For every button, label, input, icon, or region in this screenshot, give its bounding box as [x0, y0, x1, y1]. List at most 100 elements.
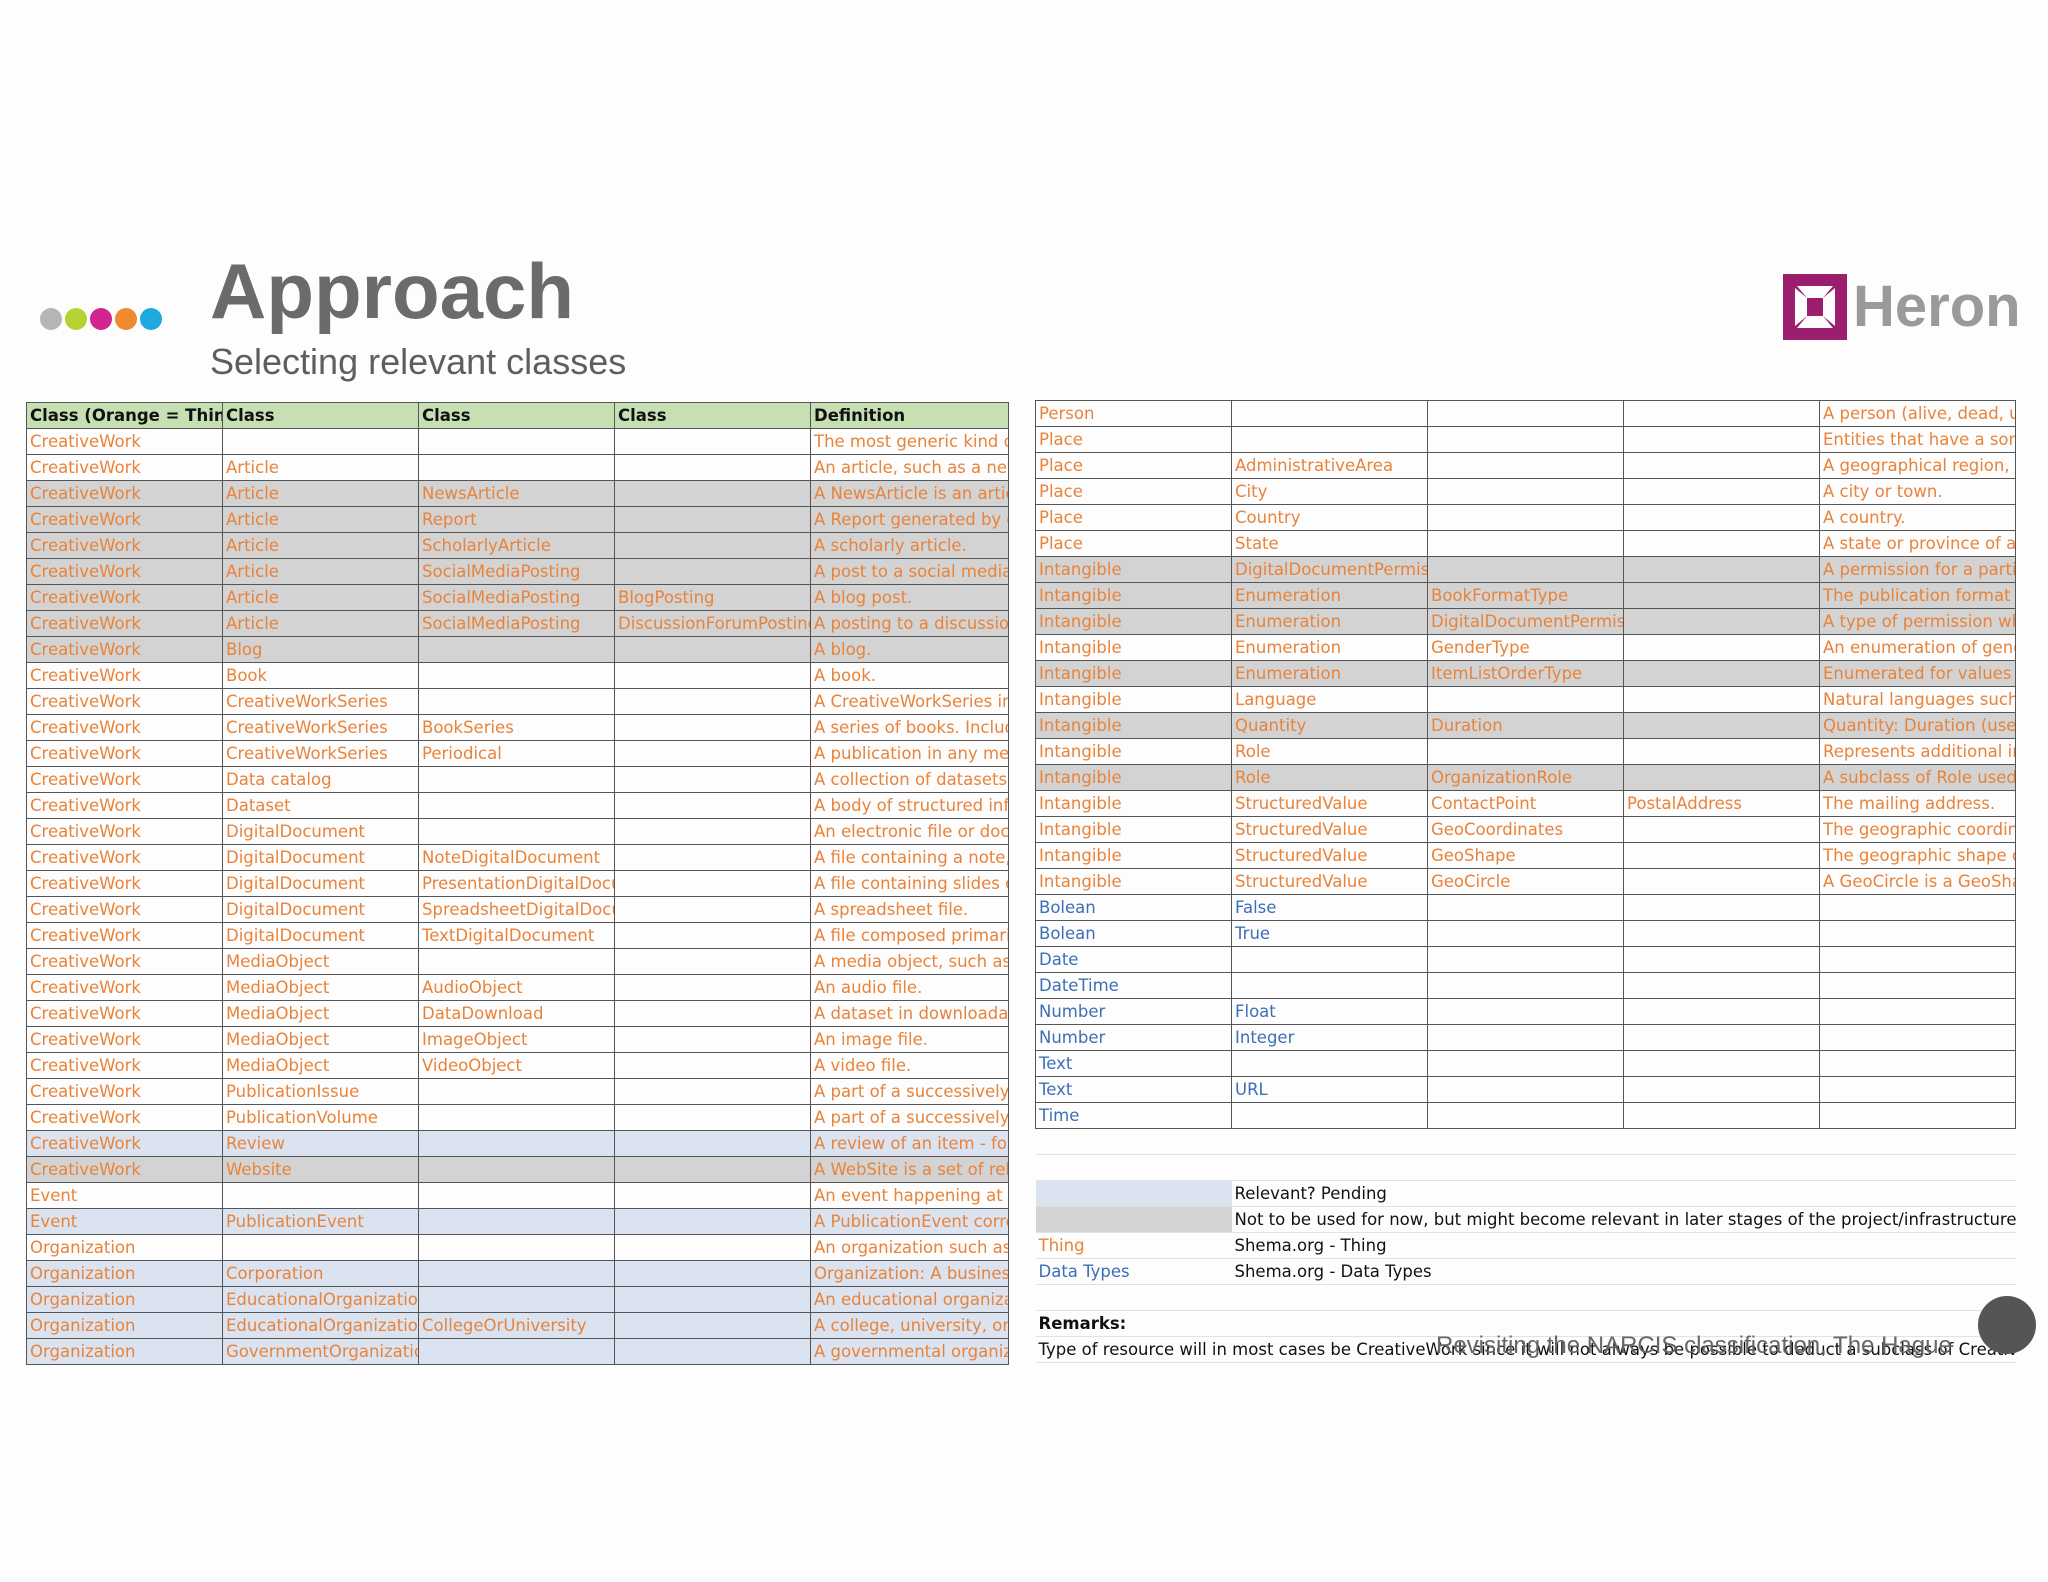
class-cell: Country [1231, 504, 1428, 531]
class-cell [614, 870, 811, 897]
legend-row: Relevant? Pending [1035, 1180, 2016, 1207]
definition-cell: A type of permission wh [1819, 608, 2016, 635]
definition-cell: A spreadsheet file. [810, 896, 1009, 923]
table-row: Bolean False [1035, 894, 2016, 921]
slide-nav-button[interactable] [1978, 1296, 2036, 1354]
class-cell: CreativeWork [26, 740, 223, 767]
definition-cell: An enumeration of gend [1819, 634, 2016, 661]
definition-cell: A blog post. [810, 584, 1009, 611]
class-cell [1427, 920, 1624, 947]
class-cell: SpreadsheetDigitalDocument [418, 896, 615, 923]
class-cell [614, 922, 811, 949]
class-cell: Event [26, 1208, 223, 1235]
class-cell [418, 1260, 615, 1287]
class-cell [1427, 504, 1624, 531]
definition-cell: A review of an item - for [810, 1130, 1009, 1157]
class-cell: Article [222, 454, 419, 481]
class-cell [614, 896, 811, 923]
class-cell [418, 1130, 615, 1157]
class-cell: Intangible [1035, 608, 1232, 635]
class-cell: Duration [1427, 712, 1624, 739]
class-cell [418, 1182, 615, 1209]
class-cell: ContactPoint [1427, 790, 1624, 817]
table-row: CreativeWork MediaObject A media object, s… [26, 948, 1009, 975]
remarks-text-row: Type of resource will in most cases be C… [1035, 1336, 2016, 1363]
class-cell: Corporation [222, 1260, 419, 1287]
definition-cell: An article, such as a news article [810, 454, 1009, 481]
class-cell: Website [222, 1156, 419, 1183]
class-cell [614, 792, 811, 819]
class-cell: Place [1035, 530, 1232, 557]
table-row: DateTime [1035, 972, 2016, 999]
class-cell [1623, 972, 1820, 999]
class-cell [1427, 530, 1624, 557]
legend-row: Not to be used for now, but might become… [1035, 1206, 2016, 1233]
class-cell [418, 1234, 615, 1261]
class-cell: Intangible [1035, 582, 1232, 609]
brand-dot [65, 308, 87, 330]
definition-cell: A series of books. Includ [810, 714, 1009, 741]
class-cell [614, 1000, 811, 1027]
class-cell: ItemListOrderType [1427, 660, 1624, 687]
class-cell [1623, 582, 1820, 609]
class-cell: Article [222, 584, 419, 611]
class-cell: MediaObject [222, 974, 419, 1001]
definition-cell: A GeoCircle is a GeoShap [1819, 868, 2016, 895]
class-cell: DigitalDocument [222, 922, 419, 949]
class-cell: Place [1035, 504, 1232, 531]
legend-label: Thing [1035, 1232, 1232, 1259]
class-cell [614, 1156, 811, 1183]
class-cell: Intangible [1035, 686, 1232, 713]
heron-logo: Heron [1783, 274, 2021, 340]
class-cell [1427, 1050, 1624, 1077]
class-cell [1623, 556, 1820, 583]
class-cell: CreativeWork [26, 1104, 223, 1131]
class-cell [1623, 712, 1820, 739]
class-cell: VideoObject [418, 1052, 615, 1079]
definition-cell: The geographic shape of [1819, 842, 2016, 869]
heron-logo-text: Heron [1853, 274, 2021, 339]
class-cell: PublicationIssue [222, 1078, 419, 1105]
legend-row: Data Types Shema.org - Data Types [1035, 1258, 2016, 1285]
definition-cell [1819, 1024, 2016, 1051]
class-cell: CreativeWork [26, 506, 223, 533]
class-cell: Organization [26, 1338, 223, 1365]
class-cell: Article [222, 610, 419, 637]
class-cell [1623, 1024, 1820, 1051]
class-cell [418, 1078, 615, 1105]
definition-cell [1819, 894, 2016, 921]
class-cell: City [1231, 478, 1428, 505]
class-cell: DateTime [1035, 972, 1232, 999]
definition-cell [1819, 1076, 2016, 1103]
class-cell: CreativeWork [26, 688, 223, 715]
definition-cell: A post to a social media [810, 558, 1009, 585]
class-cell [1427, 452, 1624, 479]
definition-cell: A person (alive, dead, un [1819, 400, 2016, 427]
table-row: Time [1035, 1102, 2016, 1129]
class-cell [1623, 1076, 1820, 1103]
class-cell: Person [1035, 400, 1232, 427]
class-cell: Organization [26, 1286, 223, 1313]
definition-cell: A state or province of a c [1819, 530, 2016, 557]
class-cell [614, 506, 811, 533]
class-cell: CreativeWork [26, 818, 223, 845]
class-cell [1623, 1102, 1820, 1129]
definition-cell: A part of a successively p [810, 1104, 1009, 1131]
class-cell: Intangible [1035, 556, 1232, 583]
definition-cell: Natural languages such a [1819, 686, 2016, 713]
definition-cell: A file containing slides c [810, 870, 1009, 897]
class-cell: URL [1231, 1076, 1428, 1103]
table-row: Place City A city or town. [1035, 478, 2016, 505]
table-row: IntangibleDigitalDocumentPermission A per… [1035, 556, 2016, 583]
class-cell: CreativeWork [26, 1156, 223, 1183]
class-cell [1231, 1102, 1428, 1129]
table-row: Intangible Role OrganizationRole A subclass… [1035, 764, 2016, 791]
class-cell: DigitalDocument [222, 844, 419, 871]
class-cell [614, 558, 811, 585]
class-cell: Article [222, 532, 419, 559]
class-cell [614, 662, 811, 689]
table-row: Date [1035, 946, 2016, 973]
table-row: CreativeWork DigitalDocument An electronic… [26, 818, 1009, 845]
table-row: Intangible StructuredValue GeoCircle A GeoC… [1035, 868, 2016, 895]
definition-cell: A Report generated by g [810, 506, 1009, 533]
